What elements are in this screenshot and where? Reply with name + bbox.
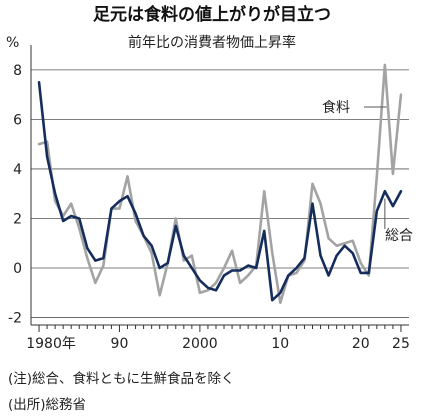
x-tick-label: 25 (392, 336, 410, 352)
footnote-exclusion: (注)総合、食料ともに生鮮食品を除く (8, 370, 235, 387)
series-line-overall (37, 80, 403, 302)
y-tick-label: 4 (13, 162, 22, 178)
x-tick-label: 10 (271, 336, 289, 352)
y-tick-label: 8 (13, 63, 22, 79)
x-tick-label: 20 (352, 336, 370, 352)
series-line-food (37, 63, 403, 305)
x-tick-label: 90 (111, 336, 129, 352)
axes (30, 45, 409, 332)
y-tick-label: -2 (8, 311, 22, 327)
gridlines (31, 69, 409, 318)
series-label-food: 食料 (322, 99, 350, 116)
x-tick-label: 1980年 (26, 336, 76, 352)
y-tick-labels: -2 0 2 4 6 8 (8, 63, 22, 327)
series-lines (37, 63, 403, 305)
x-tick-label: 2000 (182, 336, 218, 352)
x-tick-labels: 1980年 90 2000 10 20 25 (26, 336, 410, 352)
chart-title: 足元は食料の値上がりが目立つ (93, 4, 331, 25)
series-label-overall: 総合 (385, 228, 413, 244)
y-tick-label: 0 (13, 261, 22, 277)
y-tick-label: 2 (13, 211, 22, 227)
chart-subtitle: 前年比の消費者物価上昇率 (128, 34, 296, 51)
y-unit-label: % (6, 35, 19, 51)
footnote-source: (出所)総務省 (8, 397, 86, 413)
y-tick-label: 6 (13, 112, 22, 128)
